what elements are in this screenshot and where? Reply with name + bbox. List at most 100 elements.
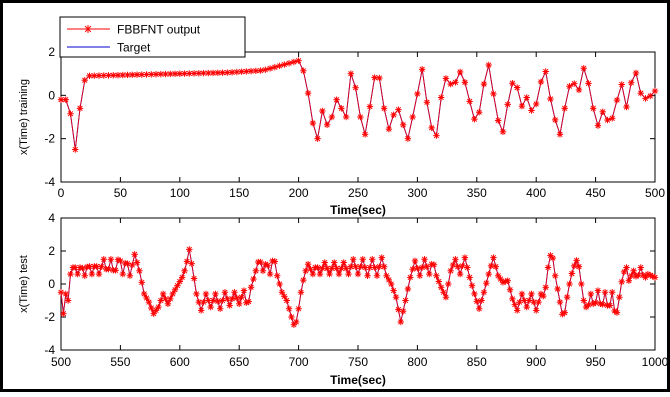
data-point-marker [79,264,86,272]
data-point-marker [209,297,217,304]
y-tick-label: 0 [48,277,55,291]
data-point-marker [480,80,488,88]
data-point-marker [162,295,169,303]
data-point-marker [369,256,376,263]
data-point-marker [359,256,366,263]
data-point-marker [487,262,495,270]
data-point-marker [535,298,542,306]
data-point-marker [333,96,340,103]
data-point-marker [445,280,452,288]
data-point-marker [637,89,644,97]
data-point-marker [464,264,471,271]
data-point-marker [309,119,317,127]
x-tick-label: 250 [348,186,368,200]
data-point-marker [490,254,497,261]
data-point-marker [378,254,385,261]
data-point-marker [454,263,461,270]
data-point-marker [540,292,547,300]
data-point-marker [423,99,431,106]
data-point-marker [295,305,302,312]
series-predicted-markers [57,246,659,328]
data-point-marker [354,270,362,278]
data-point-marker [121,259,129,267]
data-point-marker [397,318,404,326]
x-tick-label: 600 [170,355,190,369]
data-point-marker [276,280,283,288]
data-point-marker [585,80,592,87]
data-point-marker [566,83,573,90]
data-point-marker [533,100,540,108]
x-tick-label: 400 [526,186,546,200]
data-point-marker [566,280,573,288]
data-point-marker [651,274,659,281]
data-point-marker [190,275,198,282]
data-point-marker [98,263,105,270]
plot-area [60,217,656,351]
legend: FBBFNT output Target [59,16,246,58]
data-point-marker [140,290,148,298]
data-point-marker [304,261,312,268]
data-point-marker [357,113,364,121]
data-point-marker [497,275,504,283]
data-point-marker [578,280,585,288]
data-point-marker [188,260,195,267]
data-point-marker [357,263,364,270]
data-point-marker [293,318,300,326]
subplot-1: 0 50 100 150 200 250 300 350 400 450 500 -4 -2 0 2 Time… [18,45,665,217]
data-point-marker [385,276,393,284]
data-point-marker [323,121,331,128]
data-point-marker [499,128,507,136]
data-point-marker [428,124,435,132]
data-point-marker [300,276,307,284]
data-point-marker [594,287,602,294]
data-point-marker [283,297,290,304]
data-point-marker [76,105,84,112]
data-point-marker [257,67,264,74]
data-point-marker [407,274,414,281]
data-point-marker [252,267,260,274]
data-point-marker [197,307,205,314]
y-tick-label: 2 [48,45,55,59]
x-tick-label: 300 [407,186,427,200]
data-point-marker [533,307,540,314]
data-point-marker [571,80,578,87]
data-point-marker [442,75,450,82]
data-point-marker [609,115,616,122]
data-point-marker [613,309,621,316]
data-point-marker [335,270,343,278]
data-point-marker [599,301,606,308]
data-point-marker [143,71,150,78]
data-point-marker [473,298,480,305]
data-point-marker [133,71,141,78]
data-point-marker [466,98,473,105]
data-point-marker [302,267,309,274]
plots: 0 50 100 150 200 250 300 350 400 450 500-4-202Time… [18,45,669,387]
data-point-marker [430,261,438,268]
data-point-marker [433,272,440,279]
data-point-marker [178,274,186,281]
legend-predicted-label: FBBFNT output [117,23,201,37]
data-point-marker [447,267,454,274]
data-point-marker [342,113,350,121]
data-point-marker [542,284,549,291]
data-point-marker [319,107,326,115]
data-point-marker [466,274,473,281]
data-point-marker [167,295,174,303]
data-point-marker [271,258,279,265]
data-point-marker [395,306,402,313]
x-tick-label: 950 [586,355,606,369]
data-point-marker [297,289,305,296]
data-point-marker [88,270,96,278]
x-tick-label: 550 [110,355,130,369]
data-point-marker [561,309,568,316]
data-point-marker [623,264,630,271]
data-point-marker [236,300,243,307]
data-point-marker [276,62,283,70]
x-axis-label: Time(sec) [330,373,386,387]
data-point-marker [119,270,126,278]
y-tick-label: -4 [44,343,55,357]
data-point-marker [205,69,212,77]
data-point-marker [271,63,279,71]
data-point-marker [528,290,535,298]
